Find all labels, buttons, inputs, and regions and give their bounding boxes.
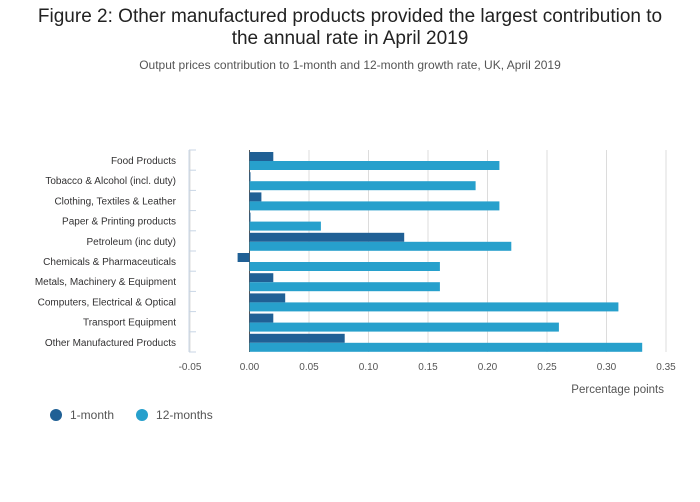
bar-12-months [249, 262, 440, 271]
category-label: Food Products [111, 156, 176, 167]
bar-12-months [249, 342, 643, 352]
category-label: Paper & Printing products [62, 217, 176, 228]
bar-1-month [249, 333, 345, 343]
chart-title-line-1: Figure 2: Other manufactured products pr… [37, 6, 663, 27]
x-tick-label: 0.30 [597, 362, 617, 373]
legend-item-12-months[interactable]: 12-months [136, 408, 213, 422]
chart-title-line-2: the annual rate in April 2019 [231, 28, 469, 49]
x-tick-label: -0.05 [179, 362, 202, 373]
bar-1-month [237, 253, 250, 262]
category-label: Transport Equipment [83, 318, 176, 329]
x-tick-label: 0.10 [359, 362, 379, 373]
x-tick-label: 0.15 [418, 362, 438, 373]
legend-item-1-month[interactable]: 1-month [50, 408, 114, 422]
x-tick-label: 0.00 [240, 362, 260, 373]
category-label: Chemicals & Pharmaceuticals [43, 257, 176, 268]
bar-12-months [249, 322, 559, 332]
x-tick-label: 0.05 [299, 362, 319, 373]
bar-12-months [249, 161, 500, 170]
chart-subtitle: Output prices contribution to 1-month an… [139, 58, 561, 72]
bar-1-month [249, 273, 274, 283]
category-label: Computers, Electrical & Optical [38, 297, 176, 308]
bar-12-months [249, 181, 476, 191]
bar-12-months [249, 302, 619, 312]
x-axis-label: Percentage points [571, 384, 664, 396]
chart-title: Figure 2: Other manufactured products pr… [0, 6, 700, 50]
bar-1-month [249, 212, 251, 222]
category-label: Tobacco & Alcohol (incl. duty) [45, 176, 176, 187]
bar-1-month [249, 172, 251, 182]
bar-12-months [249, 201, 500, 211]
bar-1-month [249, 313, 274, 323]
x-tick-label: 0.25 [537, 362, 557, 373]
bar-1-month [249, 293, 286, 303]
category-label: Clothing, Textiles & Leather [54, 196, 176, 207]
legend-swatch-1-month [50, 409, 62, 421]
x-tick-label: 0.20 [478, 362, 498, 373]
legend-swatch-12-months [136, 409, 149, 421]
bar-1-month [249, 152, 274, 161]
legend-label-12-months: 12-months [156, 408, 213, 422]
bar-12-months [249, 282, 440, 292]
category-label: Metals, Machinery & Equipment [35, 277, 176, 288]
bar-1-month [249, 192, 262, 202]
bar-1-month [249, 232, 405, 242]
bar-12-months [249, 221, 321, 231]
category-label: Other Manufactured Products [45, 338, 176, 349]
bar-12-months [249, 241, 512, 251]
legend-label-1-month: 1-month [70, 408, 115, 422]
category-label: Petroleum (inc duty) [87, 237, 176, 248]
chart-legend: 1-month 12-months [50, 408, 235, 422]
x-tick-label: 0.35 [656, 362, 676, 373]
